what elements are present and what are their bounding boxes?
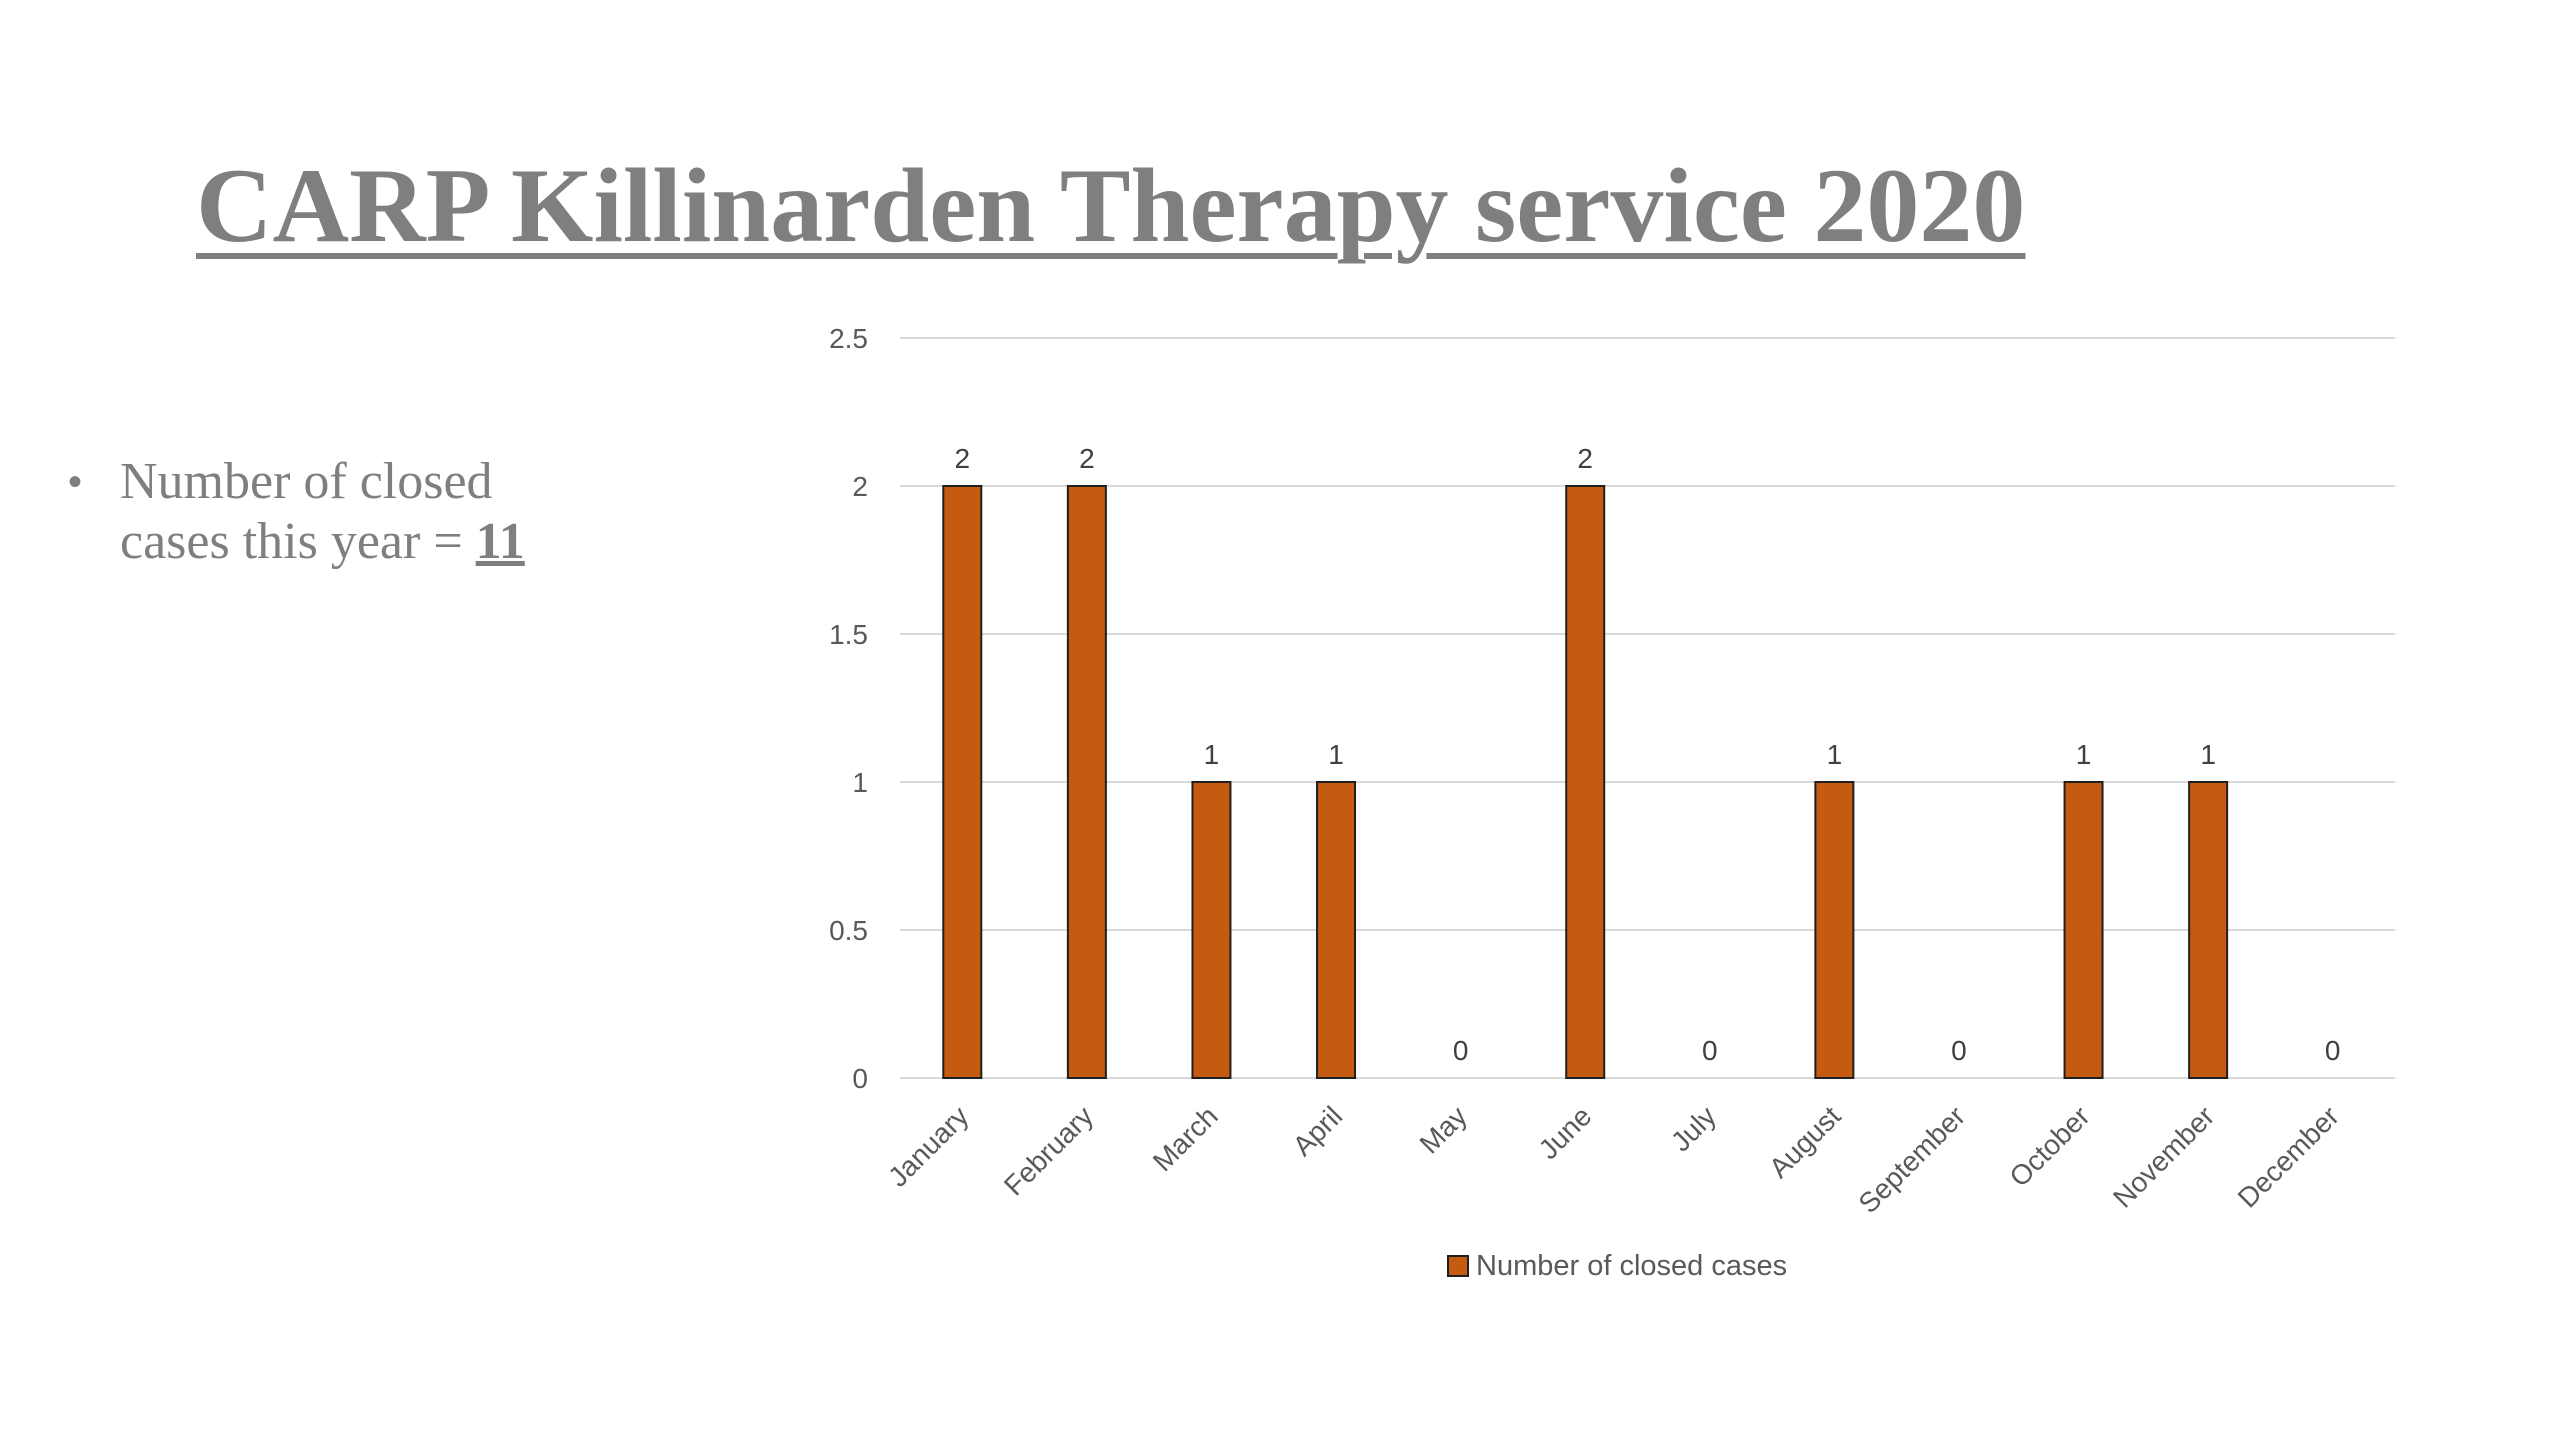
closed-cases-total: 11 xyxy=(475,513,525,570)
bar xyxy=(1066,485,1107,1079)
legend-label: Number of closed cases xyxy=(1476,1250,1787,1282)
x-tick-label: March xyxy=(1147,1100,1224,1177)
bar xyxy=(1814,781,1855,1079)
bar xyxy=(1316,781,1357,1079)
data-label: 2 xyxy=(955,443,971,474)
bullet-marker: • xyxy=(68,460,83,504)
x-tick-label: September xyxy=(1852,1100,1971,1219)
bullet-list: • Number of closed cases this year = 11 xyxy=(68,452,628,572)
data-label: 2 xyxy=(1577,443,1593,474)
data-label: 1 xyxy=(2076,739,2092,770)
x-tick-label: November xyxy=(2107,1100,2220,1213)
y-tick-label: 0.5 xyxy=(829,915,868,946)
y-tick-label: 1.5 xyxy=(829,619,868,650)
y-tick-label: 0 xyxy=(852,1063,868,1094)
bullet-line-1: Number of closed xyxy=(120,453,493,510)
data-label: 1 xyxy=(1328,739,1344,770)
bullet-line-2-prefix: cases this year = xyxy=(120,513,476,570)
x-tick-label: February xyxy=(998,1100,1099,1201)
bar xyxy=(2063,781,2104,1079)
data-label: 0 xyxy=(1453,1035,1469,1066)
legend-swatch xyxy=(1447,1255,1469,1277)
x-tick-label: July xyxy=(1665,1100,1722,1157)
data-label: 0 xyxy=(1951,1035,1967,1066)
bar xyxy=(942,485,983,1079)
data-label: 1 xyxy=(1827,739,1843,770)
x-tick-label: January xyxy=(882,1100,974,1192)
data-label: 2 xyxy=(1079,443,1095,474)
x-tick-label: October xyxy=(2003,1100,2095,1192)
y-tick-label: 2 xyxy=(852,471,868,502)
bar xyxy=(1191,781,1232,1079)
data-label: 1 xyxy=(2200,739,2216,770)
data-label: 0 xyxy=(1702,1035,1718,1066)
x-tick-label: December xyxy=(2232,1100,2345,1213)
data-label: 0 xyxy=(2325,1035,2341,1066)
bullet-closed-cases: • Number of closed cases this year = 11 xyxy=(68,452,628,572)
bar xyxy=(1565,485,1606,1079)
slide-title: CARP Killinarden Therapy service 2020 xyxy=(196,147,2026,264)
x-tick-label: June xyxy=(1533,1100,1598,1165)
y-tick-label: 1 xyxy=(852,767,868,798)
y-tick-label: 2.5 xyxy=(829,323,868,354)
data-label: 1 xyxy=(1204,739,1220,770)
x-tick-label: August xyxy=(1763,1100,1847,1184)
x-tick-label: May xyxy=(1414,1100,1473,1159)
x-tick-label: April xyxy=(1287,1100,1349,1162)
bar xyxy=(2188,781,2229,1079)
